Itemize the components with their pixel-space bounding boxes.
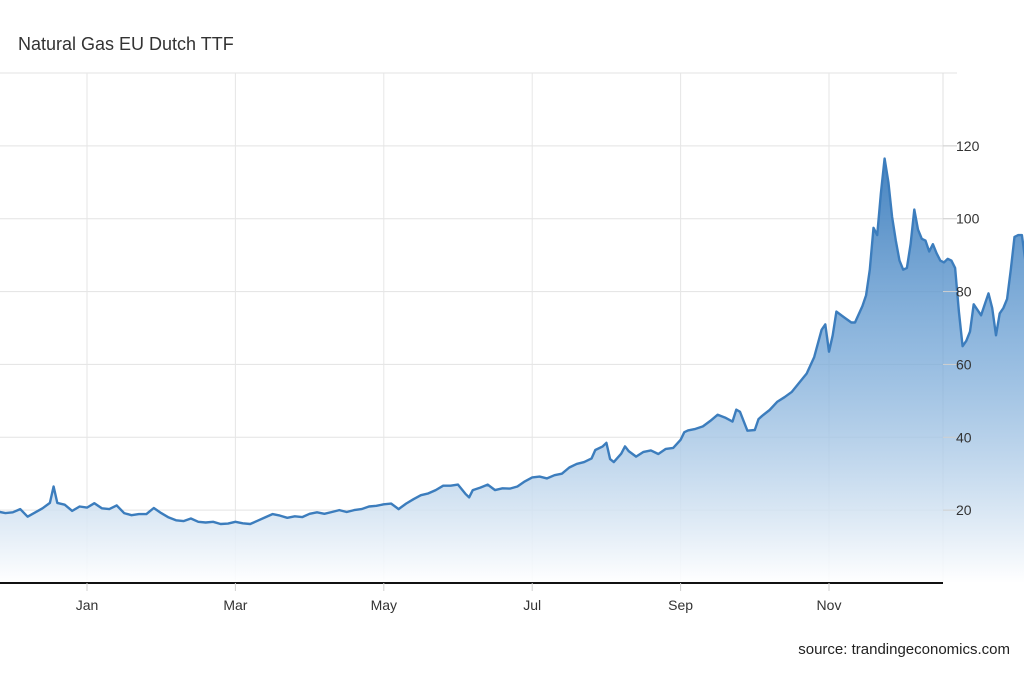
series-area-0 bbox=[0, 158, 1024, 583]
x-tick-label-nov: Nov bbox=[817, 597, 842, 613]
x-tick-label-mar: Mar bbox=[223, 597, 247, 613]
x-tick-label-may: May bbox=[371, 597, 397, 613]
y-tick-label-100: 100 bbox=[956, 211, 980, 227]
x-tick-label-sep: Sep bbox=[668, 597, 693, 613]
tick-labels: Jan Mar May Jul Sep Nov 20 40 60 80 100 120 bbox=[76, 138, 980, 613]
y-tick-label-60: 60 bbox=[956, 356, 972, 372]
source-note: source: trandingeconomics.com bbox=[798, 641, 1010, 658]
plot-area bbox=[0, 157, 1024, 583]
x-tick-label-jan: Jan bbox=[76, 597, 99, 613]
y-tick-label-80: 80 bbox=[956, 284, 972, 300]
axes bbox=[0, 145, 957, 591]
y-tick-label-120: 120 bbox=[956, 138, 980, 154]
x-tick-label-jul: Jul bbox=[523, 597, 541, 613]
series-line-0 bbox=[0, 157, 1024, 526]
chart-title: Natural Gas EU Dutch TTF bbox=[18, 34, 234, 54]
y-tick-label-40: 40 bbox=[956, 429, 972, 445]
y-tick-label-20: 20 bbox=[956, 502, 972, 518]
